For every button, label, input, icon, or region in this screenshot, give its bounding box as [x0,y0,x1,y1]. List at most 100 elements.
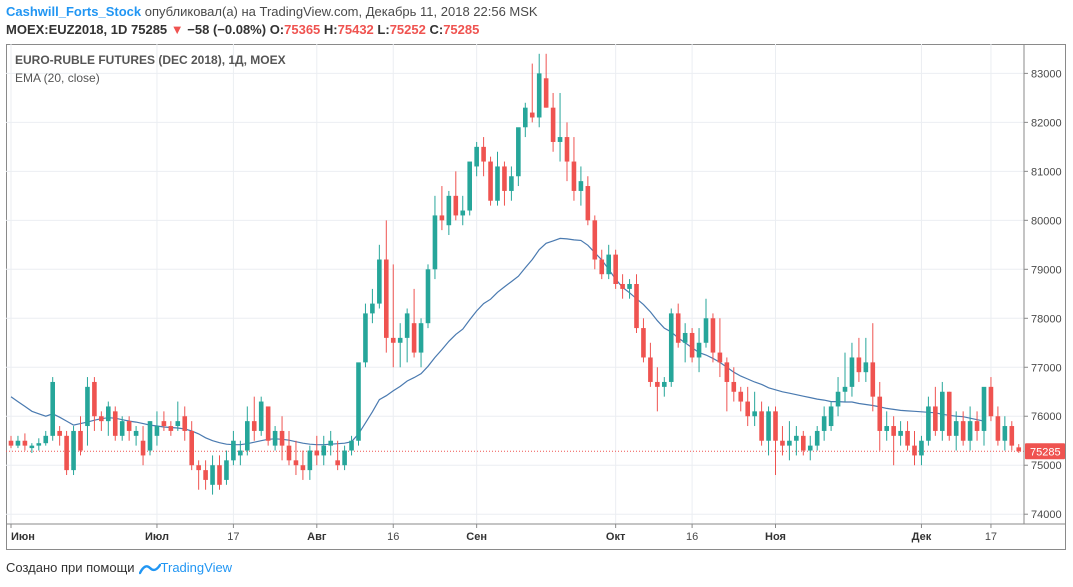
candle-body [953,421,959,436]
low-label: L: [377,22,390,37]
candle-body [439,215,445,221]
candle [126,416,132,441]
down-arrow-icon: ▼ [170,22,184,37]
indicator-legend: EMA (20, close) [15,71,100,85]
candle [161,411,167,431]
x-tick-label: Ноя [765,531,786,543]
candle [814,426,820,451]
candle [502,161,507,206]
candle [543,53,549,108]
candle [842,352,848,402]
candle [557,92,563,162]
candle [536,53,542,128]
symbol-label: MOEX:EUZ2018, 1D [6,22,128,37]
candle-body [641,328,646,358]
candle [279,416,285,461]
candle [689,328,695,363]
candle [1002,416,1008,451]
candle-body [217,465,222,485]
price-chart[interactable]: 74000 75000 76000 77000 78000 79000 80000 81000… [6,44,1066,550]
candle-body [147,421,153,451]
x-tick-label: Сен [466,531,487,543]
candle-body [50,381,55,436]
candle-body [286,445,292,461]
candle-body [828,406,834,427]
candle-body [877,396,883,431]
candle [752,391,757,427]
candle [57,426,62,446]
candle [960,411,966,446]
candle-body [536,73,542,118]
candle-body [863,362,869,373]
candle [668,308,674,387]
candle [550,92,556,152]
candle [85,377,90,446]
candle [286,430,292,466]
footer: Создано при помощи TradingView [6,560,232,575]
created-text: Создано при помощи [6,560,135,575]
candle [36,438,42,451]
candle [258,396,264,436]
candle [675,303,681,348]
candle [370,288,375,324]
candle-body [175,421,181,427]
candle-body [655,381,660,387]
candle-body [140,440,146,456]
candle-body [689,332,695,358]
candle-body [703,318,709,343]
candle-body [529,112,535,118]
candle [592,215,598,270]
chart-grid [6,44,1024,524]
candle [801,430,806,456]
candle [905,421,910,451]
candle-body [92,381,97,417]
author-link[interactable]: Cashwill_Forts_Stock [6,4,142,19]
candle [564,122,570,182]
candle-body [759,411,764,441]
candle [995,406,1001,446]
candle-body [571,161,577,191]
tradingview-link[interactable]: TradingView [138,560,232,575]
candle [662,377,667,397]
candle [710,313,716,363]
candle [807,435,813,461]
candle-body [752,411,757,417]
candle-body [495,166,500,201]
candle [1009,421,1015,451]
candle-body [481,146,486,162]
candle [981,386,987,446]
x-tick-label: Авг [307,531,327,543]
candle-body [57,430,62,436]
candle [467,161,472,216]
candle-body [154,426,160,436]
candle-body [1002,426,1008,441]
candle [432,195,438,280]
chart-title: EURO-RUBLE FUTURES (DEC 2018), 1Д, MOEX [15,53,286,67]
candle [92,377,97,431]
y-tick-label: 75000 [1031,460,1062,472]
candle [717,318,723,378]
symbol-info: MOEX:EUZ2018, 1D 75285 ▼ −58 (−0.08%) O:… [6,22,479,37]
candle-body [432,215,438,270]
candle-body [418,323,424,353]
candle-body [300,465,306,471]
candle-body [821,416,827,431]
candle [870,323,876,412]
candle-body [627,284,632,289]
candle-body [231,440,236,461]
candle-body [349,440,354,451]
candle-body [1016,447,1022,452]
candle [731,367,737,402]
candle-body [648,357,653,382]
candle-body [314,450,320,456]
candle [238,440,243,466]
candle [251,396,257,441]
candle-body [168,426,174,431]
candle [272,426,278,451]
candle [648,342,653,387]
candle-body [397,337,403,343]
candle-body [668,313,674,382]
candle-body [460,210,466,216]
candle-body [488,161,493,201]
candle-body [995,416,1001,441]
